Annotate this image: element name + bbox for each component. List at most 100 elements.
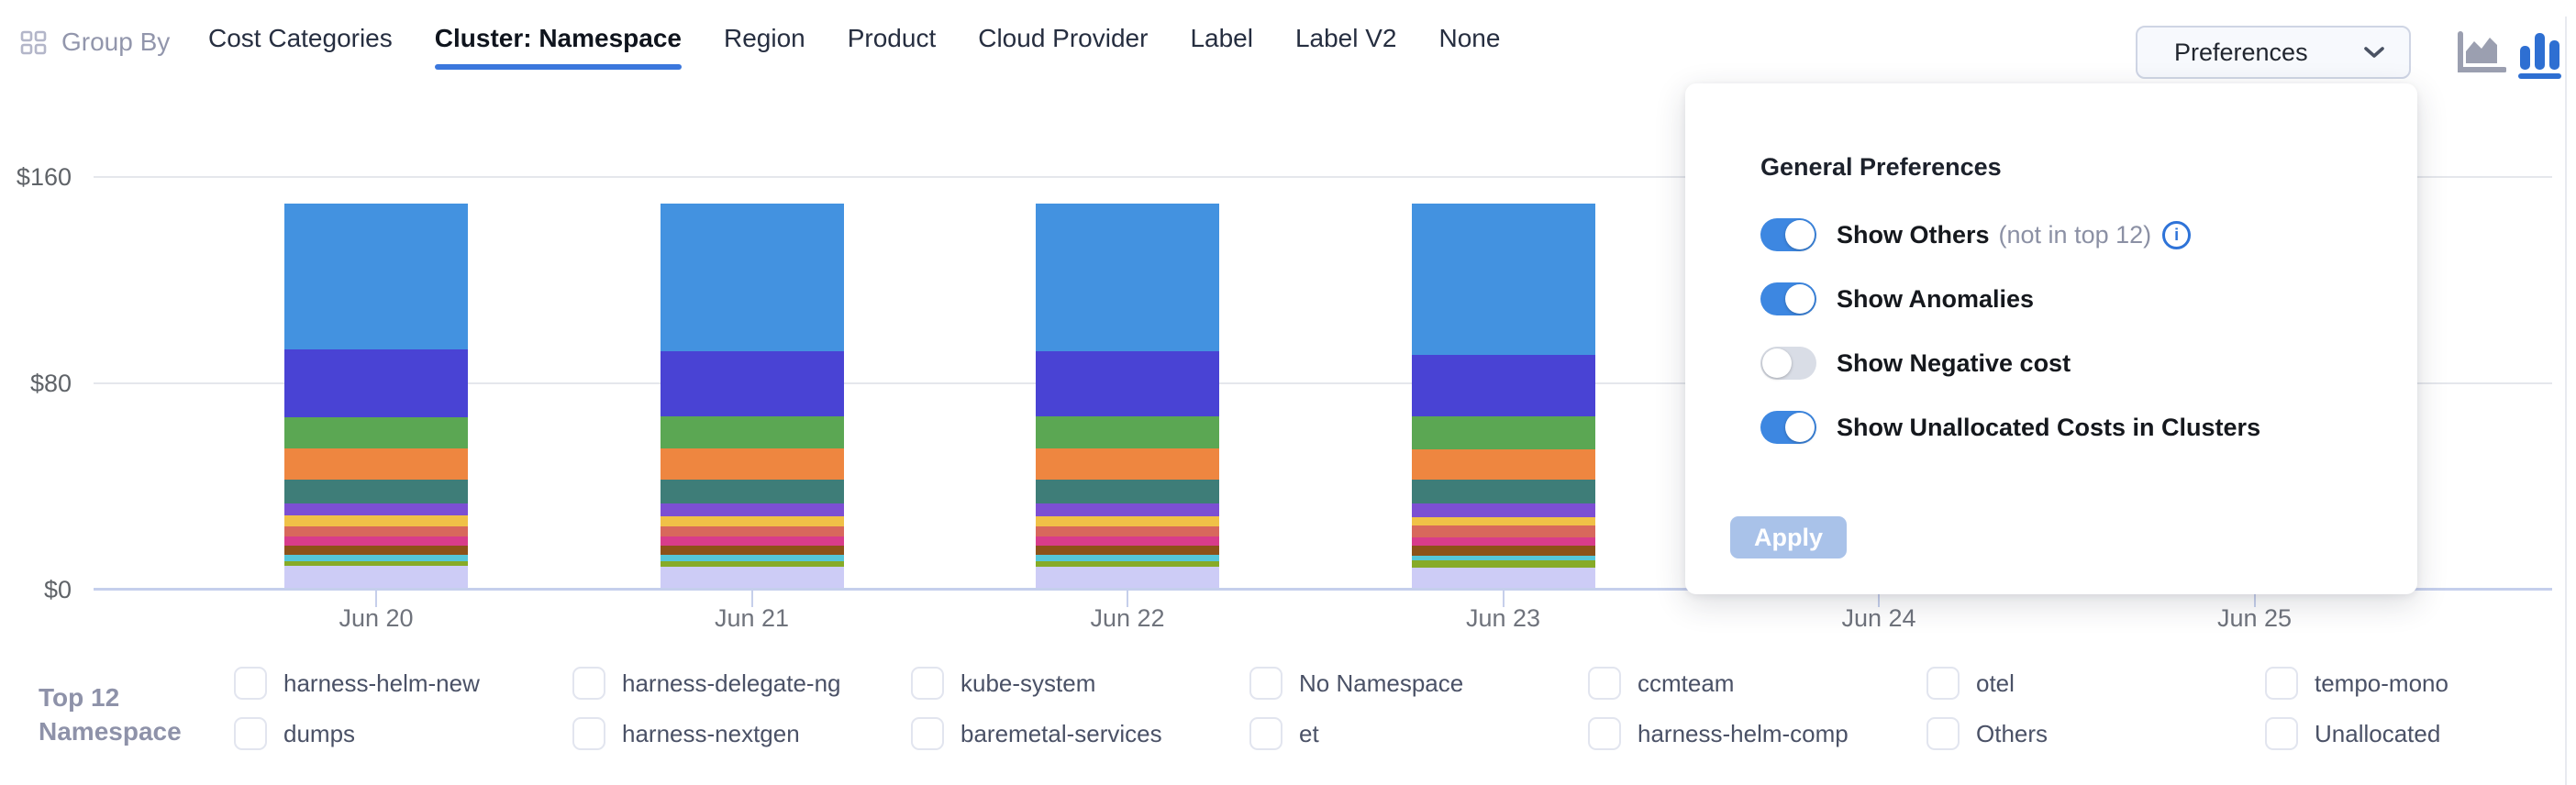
bar-segment-no-namespace[interactable] bbox=[1411, 449, 1595, 481]
legend-label: et bbox=[1299, 719, 1319, 747]
legend-swatch-harness-delegate-ng bbox=[572, 667, 605, 700]
bar-segment-et[interactable] bbox=[1036, 555, 1219, 561]
bar-segment-ccmteam[interactable] bbox=[1411, 480, 1595, 504]
bar-segment-kube-system[interactable] bbox=[1036, 416, 1219, 449]
bar-segment-harness-delegate-ng[interactable] bbox=[660, 350, 844, 417]
legend-label: Others bbox=[1976, 719, 2049, 747]
x-tick-jun-22: Jun 22 bbox=[1090, 604, 1165, 632]
bar-segment-ccmteam[interactable] bbox=[660, 480, 844, 504]
bar-segment-tempo-mono[interactable] bbox=[660, 515, 844, 526]
bar-segment-kube-system[interactable] bbox=[660, 416, 844, 449]
legend-item-harness-helm-new[interactable]: harness-helm-new bbox=[234, 667, 572, 700]
bar-segment-kube-system[interactable] bbox=[284, 416, 468, 448]
bar-segment-harness-helm-comp[interactable] bbox=[284, 561, 468, 567]
legend-item-dumps[interactable]: dumps bbox=[234, 717, 572, 750]
bar-segment-otel[interactable] bbox=[1036, 503, 1219, 516]
tab-product[interactable]: Product bbox=[847, 24, 937, 52]
legend-item-baremetal-services[interactable]: baremetal-services bbox=[911, 717, 1249, 750]
bar-segment-others[interactable] bbox=[1036, 566, 1219, 589]
bar-segment-no-namespace[interactable] bbox=[660, 448, 844, 481]
bar-segment-tempo-mono[interactable] bbox=[1411, 516, 1595, 525]
legend-item-ccmteam[interactable]: ccmteam bbox=[1588, 667, 1926, 700]
bar-segment-harness-delegate-ng[interactable] bbox=[284, 348, 468, 417]
bar-segment-others[interactable] bbox=[1411, 567, 1595, 589]
bar-segment-harness-helm-comp[interactable] bbox=[660, 560, 844, 567]
legend-item-et[interactable]: et bbox=[1249, 717, 1588, 750]
bar-segment-dumps[interactable] bbox=[1036, 525, 1219, 537]
bar-segment-harness-helm-new[interactable] bbox=[660, 204, 844, 351]
bar-segment-harness-nextgen[interactable] bbox=[1411, 536, 1595, 546]
legend-label: No Namespace bbox=[1299, 669, 1464, 697]
legend-item-harness-delegate-ng[interactable]: harness-delegate-ng bbox=[572, 667, 911, 700]
toggle-show-unallocated-costs-in-clusters[interactable] bbox=[1760, 411, 1816, 444]
bar-segment-et[interactable] bbox=[284, 555, 468, 562]
bar-segment-baremetal-services[interactable] bbox=[284, 545, 468, 556]
legend-swatch-baremetal-services bbox=[911, 717, 944, 750]
bar-segment-otel[interactable] bbox=[1411, 503, 1595, 517]
tab-region[interactable]: Region bbox=[724, 24, 805, 52]
legend-item-unallocated[interactable]: Unallocated bbox=[2265, 717, 2576, 750]
apply-button[interactable]: Apply bbox=[1730, 516, 1847, 558]
stacked-column-chart: $0 $80 $160 Jun 20 Jun 21 Jun 22 Jun 23 Jun 24… bbox=[17, 163, 2552, 632]
toggle-label: Show Others bbox=[1837, 220, 1990, 249]
legend-item-no-namespace[interactable]: No Namespace bbox=[1249, 667, 1588, 700]
bar-segment-harness-nextgen[interactable] bbox=[660, 536, 844, 546]
bar-segment-no-namespace[interactable] bbox=[284, 448, 468, 480]
legend-item-tempo-mono[interactable]: tempo-mono bbox=[2265, 667, 2576, 700]
bar-segment-baremetal-services[interactable] bbox=[1036, 545, 1219, 556]
bar-segment-dumps[interactable] bbox=[284, 525, 468, 536]
bar-segment-harness-helm-new[interactable] bbox=[284, 203, 468, 349]
legend-item-others[interactable]: Others bbox=[1926, 717, 2265, 750]
bar-segment-baremetal-services[interactable] bbox=[660, 545, 844, 556]
bar-segment-otel[interactable] bbox=[284, 503, 468, 515]
tab-label[interactable]: Label bbox=[1190, 24, 1253, 52]
preferences-dropdown-button[interactable]: Preferences bbox=[2136, 26, 2411, 79]
legend-item-otel[interactable]: otel bbox=[1926, 667, 2265, 700]
x-tick-jun-25: Jun 25 bbox=[2216, 604, 2293, 632]
bar-segment-others[interactable] bbox=[284, 566, 468, 589]
bar-segment-baremetal-services[interactable] bbox=[1411, 545, 1595, 556]
bar-segment-harness-helm-comp[interactable] bbox=[1411, 559, 1595, 568]
bar-segment-tempo-mono[interactable] bbox=[1036, 515, 1219, 526]
legend-item-harness-nextgen[interactable]: harness-nextgen bbox=[572, 717, 911, 750]
tab-cost-categories[interactable]: Cost Categories bbox=[208, 24, 393, 52]
column-chart-toggle-button[interactable] bbox=[2515, 29, 2563, 83]
bar-segment-harness-helm-new[interactable] bbox=[1036, 204, 1219, 351]
bar-segment-et[interactable] bbox=[660, 555, 844, 561]
bar-segment-kube-system[interactable] bbox=[1411, 416, 1595, 450]
legend-label: otel bbox=[1976, 669, 2015, 697]
group-by: Group By bbox=[20, 28, 170, 57]
tab-none[interactable]: None bbox=[1438, 24, 1501, 52]
bar-segment-harness-helm-comp[interactable] bbox=[1036, 560, 1219, 567]
bar-segment-harness-helm-new[interactable] bbox=[1411, 204, 1595, 355]
legend-label: Unallocated bbox=[2315, 719, 2441, 747]
toggle-show-others[interactable] bbox=[1760, 218, 1816, 251]
bar-segment-tempo-mono[interactable] bbox=[284, 514, 468, 526]
legend-item-harness-helm-comp[interactable]: harness-helm-comp bbox=[1588, 717, 1926, 750]
bar-segment-ccmteam[interactable] bbox=[284, 479, 468, 503]
bar-segment-harness-delegate-ng[interactable] bbox=[1411, 354, 1595, 417]
toggle-show-anomalies[interactable] bbox=[1760, 282, 1816, 315]
bar-segment-harness-delegate-ng[interactable] bbox=[1036, 350, 1219, 417]
tab-cloud-provider[interactable]: Cloud Provider bbox=[978, 24, 1149, 52]
area-chart-toggle-button[interactable] bbox=[2455, 31, 2507, 80]
bar-segment-et[interactable] bbox=[1411, 555, 1595, 560]
legend-swatch-dumps bbox=[234, 717, 267, 750]
bar-segment-dumps[interactable] bbox=[660, 525, 844, 537]
bar-segment-others[interactable] bbox=[660, 566, 844, 589]
gridline-160 bbox=[94, 176, 2552, 178]
bar-segment-no-namespace[interactable] bbox=[1036, 448, 1219, 481]
bar-segment-otel[interactable] bbox=[660, 503, 844, 516]
bar-segment-harness-nextgen[interactable] bbox=[1036, 536, 1219, 546]
bar-segment-dumps[interactable] bbox=[1411, 525, 1595, 537]
bar-segment-ccmteam[interactable] bbox=[1036, 480, 1219, 504]
info-icon[interactable]: i bbox=[2162, 220, 2192, 249]
legend-item-kube-system[interactable]: kube-system bbox=[911, 667, 1249, 700]
legend-items: harness-helm-new dumps harness-delegate-ng… bbox=[234, 667, 2576, 750]
bar-segment-harness-nextgen[interactable] bbox=[284, 536, 468, 546]
toggle-show-negative-cost[interactable] bbox=[1760, 347, 1816, 380]
tab-cluster-namespace[interactable]: Cluster: Namespace bbox=[434, 24, 683, 70]
toggle-knob bbox=[1785, 284, 1815, 314]
tab-label-v2[interactable]: Label V2 bbox=[1294, 24, 1397, 52]
toggle-label: Show Negative cost bbox=[1837, 348, 2071, 377]
